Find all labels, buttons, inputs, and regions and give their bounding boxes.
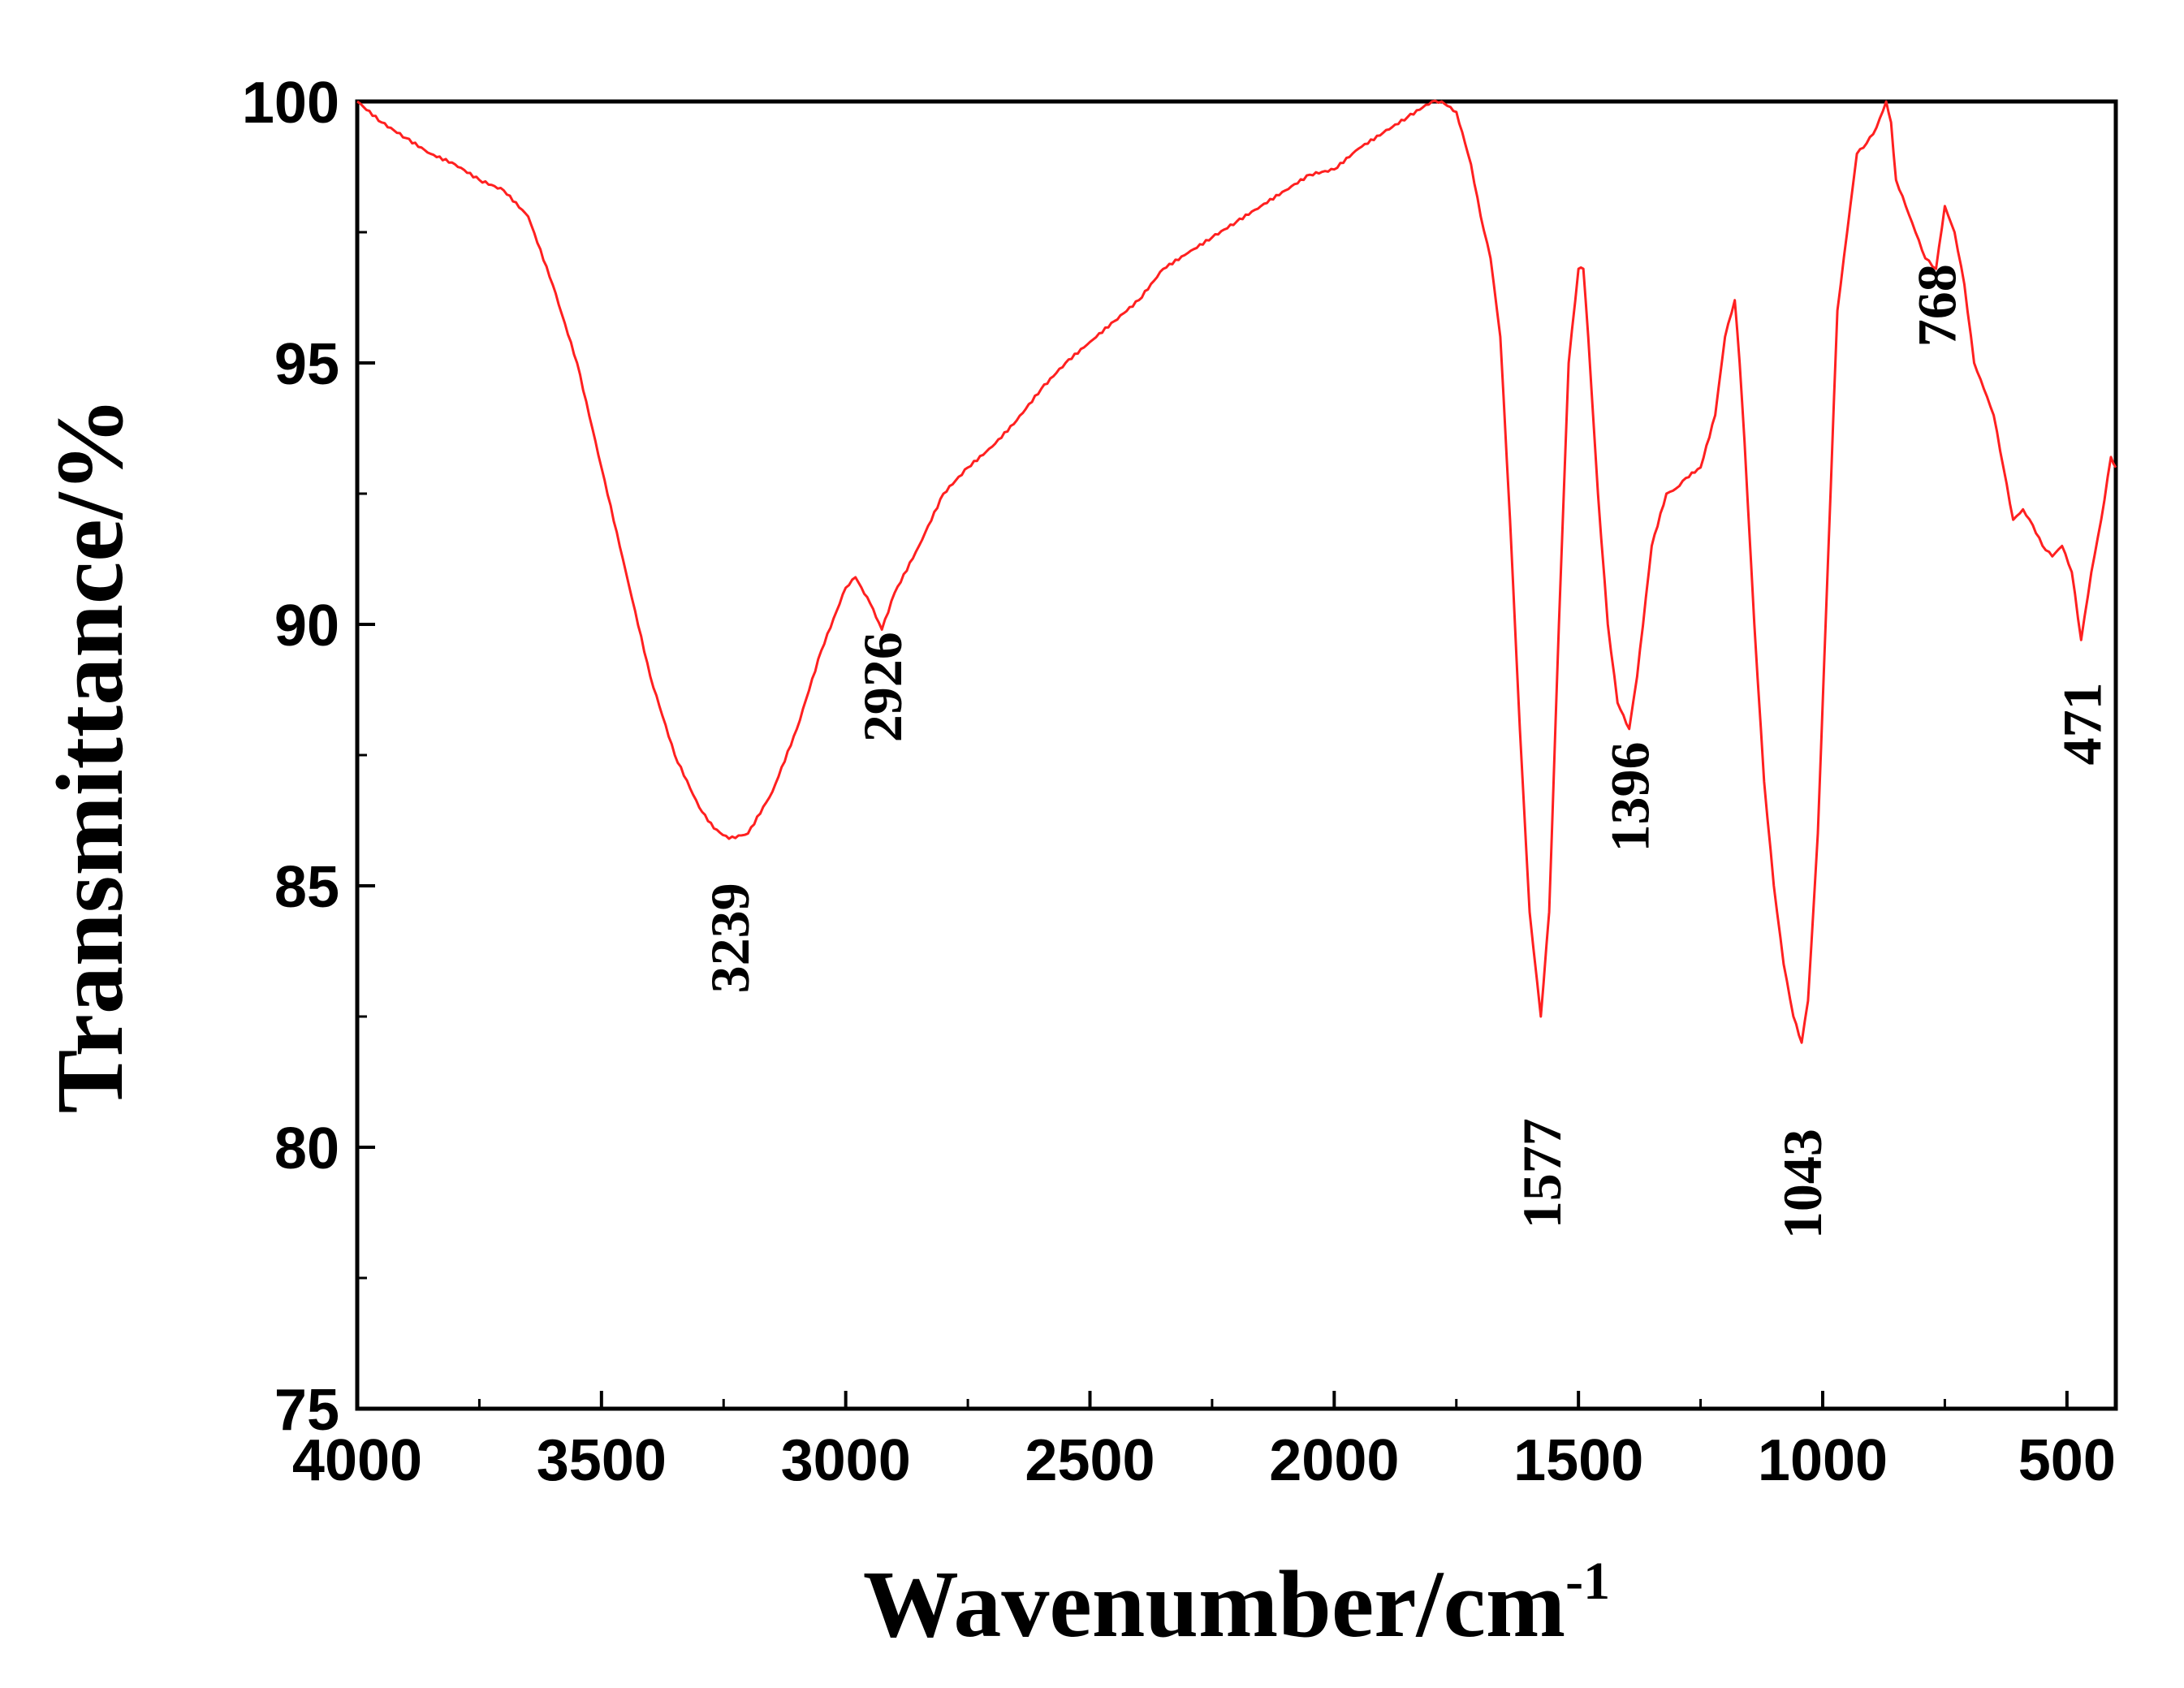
x-axis-ticks: 4000 3500 3000 2500 2000 1500 1000 500 [292, 1391, 2116, 1493]
peak-label: 1577 [1511, 1118, 1573, 1228]
peak-label: 1396 [1599, 742, 1661, 853]
y-tick-label: 85 [274, 855, 339, 920]
x-axis-title: Wavenumber/cm-1 [863, 1551, 1610, 1657]
x-tick-label: 3000 [781, 1428, 911, 1493]
peak-label: 3239 [699, 883, 761, 993]
x-tick-label: 2500 [1025, 1428, 1155, 1493]
spectrum-line [356, 99, 2117, 1044]
x-tick-label: 1500 [1513, 1428, 1643, 1493]
x-tick-label: 2000 [1269, 1428, 1399, 1493]
x-tick-label: 500 [2018, 1428, 2116, 1493]
x-tick-label: 4000 [292, 1428, 422, 1493]
x-axis-title-text: Wavenumber/cm [863, 1551, 1565, 1657]
y-tick-label: 100 [242, 71, 339, 136]
y-tick-label: 75 [274, 1378, 339, 1443]
plot-frame [355, 99, 2118, 1411]
peak-label: 2926 [852, 632, 913, 742]
y-axis-title: Transmittance/% [37, 397, 143, 1114]
x-tick-label: 3500 [537, 1428, 667, 1493]
y-axis-ticks: 75 80 85 90 95 100 [242, 71, 375, 1443]
x-axis-title-superscript: -1 [1565, 1552, 1610, 1611]
y-tick-label: 90 [274, 594, 339, 658]
y-tick-label: 80 [274, 1116, 339, 1181]
peak-annotations: 3239 2926 1577 1396 1043 768 471 [699, 264, 2113, 1239]
peak-label: 768 [1906, 264, 1968, 347]
x-tick-label: 1000 [1758, 1428, 1888, 1493]
y-tick-label: 95 [274, 332, 339, 397]
peak-label: 471 [2051, 682, 2113, 765]
peak-label: 1043 [1772, 1129, 1833, 1239]
